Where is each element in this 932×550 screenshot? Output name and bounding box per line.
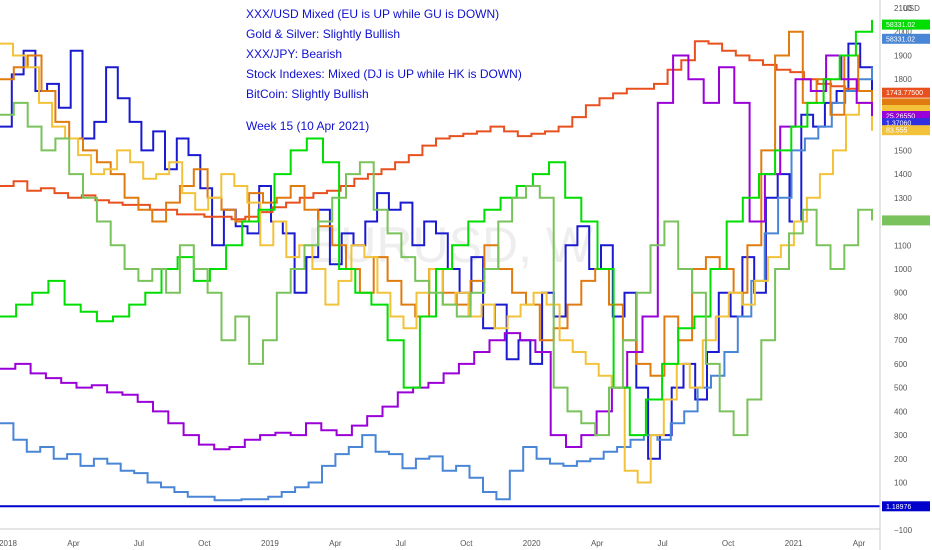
price-badge-label: 1.18976 bbox=[886, 504, 911, 511]
series-line-8 bbox=[0, 101, 873, 437]
y-tick-label: 800 bbox=[894, 313, 908, 322]
x-tick-label: Apr bbox=[591, 539, 604, 548]
y-tick-label: 1900 bbox=[894, 52, 912, 61]
price-badge-box bbox=[882, 105, 930, 115]
price-badge: 58331.02 bbox=[882, 33, 930, 44]
x-tick-label: Oct bbox=[198, 539, 211, 548]
y-tick-label: 900 bbox=[894, 289, 908, 298]
y-tick-label: 2000 bbox=[894, 28, 912, 37]
price-badge bbox=[882, 105, 930, 115]
x-tick-label: Apr bbox=[67, 539, 80, 548]
y-tick-label: 1800 bbox=[894, 75, 912, 84]
y-tick-label: 1000 bbox=[894, 265, 912, 274]
y-tick-label: −100 bbox=[894, 526, 913, 535]
y-tick-label: 1300 bbox=[894, 194, 912, 203]
y-tick-label: 1500 bbox=[894, 146, 912, 155]
price-badge-label: 58331.02 bbox=[886, 22, 915, 29]
series-layer bbox=[0, 19, 880, 508]
annotation-line-2: Gold & Silver: Slightly Bullish bbox=[246, 27, 400, 41]
price-badge bbox=[882, 215, 930, 226]
y-tick-label: 1100 bbox=[894, 241, 912, 250]
y-tick-label: 1400 bbox=[894, 170, 912, 179]
x-tick-label: Apr bbox=[329, 539, 342, 548]
x-tick-label: Jul bbox=[134, 539, 144, 548]
price-badge-box bbox=[882, 118, 930, 129]
watermark: EURUSD, W bbox=[307, 217, 594, 273]
y-tick-label: 100 bbox=[894, 479, 908, 488]
y-tick-label: 700 bbox=[894, 336, 908, 345]
y-tick-label: 2100 bbox=[894, 4, 912, 13]
currency-label: USD bbox=[903, 4, 920, 13]
price-badge: 1.37060 bbox=[882, 118, 930, 129]
series-line-3 bbox=[0, 40, 873, 221]
y-tick-label: 200 bbox=[894, 455, 908, 464]
x-tick-label: 2019 bbox=[261, 539, 279, 548]
x-tick-label: Jul bbox=[396, 539, 406, 548]
x-tick-label: Apr bbox=[853, 539, 866, 548]
series-line-1 bbox=[0, 42, 873, 460]
price-badge-box bbox=[882, 501, 930, 512]
price-badge-label: 83.555 bbox=[886, 128, 908, 135]
price-badge: 1743.77500 bbox=[882, 87, 930, 98]
price-badge-box bbox=[882, 215, 930, 226]
price-badge-box bbox=[882, 98, 930, 109]
annotation-line-6: Week 15 (10 Apr 2021) bbox=[246, 119, 369, 133]
price-badge bbox=[882, 98, 930, 109]
annotation-line-4: Stock Indexes: Mixed (DJ is UP while HK … bbox=[246, 67, 522, 81]
annotation-line-5: BitCoin: Slightly Bullish bbox=[246, 87, 369, 101]
x-tick-label: Oct bbox=[722, 539, 735, 548]
price-badge: 25.26550 bbox=[882, 111, 930, 121]
x-tick-label: Oct bbox=[460, 539, 473, 548]
price-badge: 58331.02 bbox=[882, 19, 930, 30]
price-badge-label: 25.26550 bbox=[886, 114, 915, 121]
y-tick-label: 300 bbox=[894, 431, 908, 440]
annotation-line-3: XXX/JPY: Bearish bbox=[246, 47, 342, 61]
annotation-layer: XXX/USD Mixed (EU is UP while GU is DOWN… bbox=[246, 7, 522, 133]
price-badge-box bbox=[882, 125, 930, 136]
y-tick-label: 500 bbox=[894, 384, 908, 393]
price-badges: 58331.02 58331.02 1743.77500 25.265501.3706… bbox=[882, 19, 930, 512]
price-badge-label: 58331.02 bbox=[886, 36, 915, 43]
x-tick-label: 2020 bbox=[523, 539, 541, 548]
price-badge-box bbox=[882, 19, 930, 30]
price-badge: 83.555 bbox=[882, 125, 930, 136]
x-axis: 2018 Apr Jul Oct 2019 Apr Jul Oct 2020 Apr Jul Oct 2… bbox=[0, 528, 880, 548]
x-tick-label: Jul bbox=[657, 539, 667, 548]
x-tick-label: 2021 bbox=[785, 539, 803, 548]
price-badge-box bbox=[882, 111, 930, 121]
annotation-line-1: XXX/USD Mixed (EU is UP while GU is DOWN… bbox=[246, 7, 499, 21]
y-tick-label: 400 bbox=[894, 407, 908, 416]
price-badge-label: 1743.77500 bbox=[886, 90, 923, 97]
series-line-7 bbox=[0, 19, 873, 437]
price-badge-box bbox=[882, 33, 930, 44]
y-tick-label: 600 bbox=[894, 360, 908, 369]
series-line-2 bbox=[0, 67, 873, 502]
price-badge-label: 1.37060 bbox=[886, 121, 911, 128]
x-tick-label: 2018 bbox=[0, 539, 17, 548]
y-axis: USD 210020001900180017001600150014001300… bbox=[879, 0, 920, 550]
series-line-6 bbox=[0, 54, 873, 451]
price-badge-box bbox=[882, 87, 930, 98]
price-badge: 1.18976 bbox=[882, 501, 930, 512]
